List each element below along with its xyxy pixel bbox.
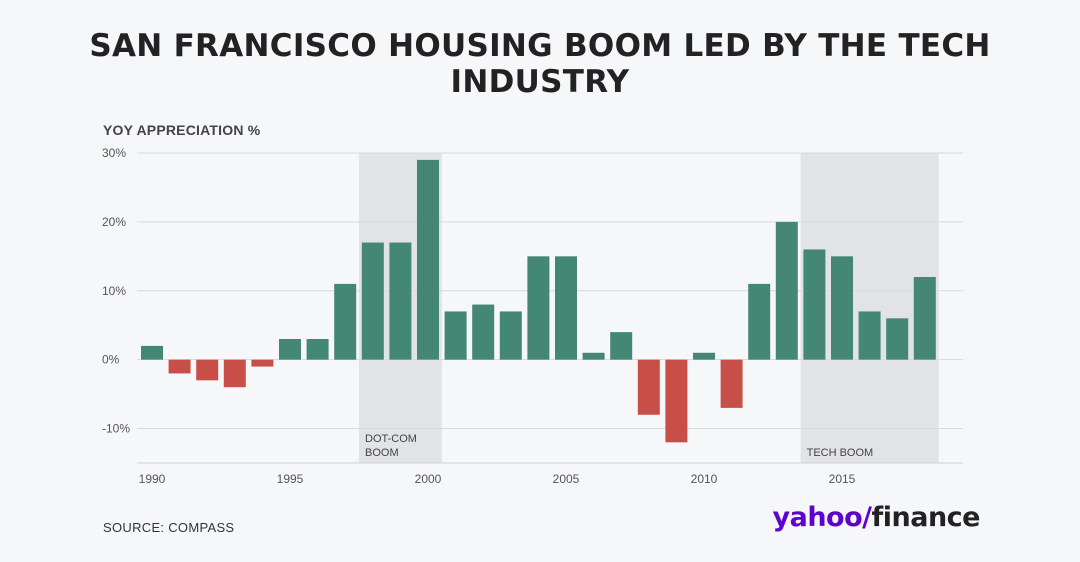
bar — [306, 339, 329, 360]
bar — [141, 345, 163, 360]
y-tick-label: 30% — [102, 146, 126, 160]
bar — [665, 359, 688, 443]
x-tick-label: 1990 — [139, 472, 166, 486]
y-tick-label: -10% — [102, 422, 130, 436]
y-axis-label: YOY APPRECIATION % — [103, 122, 261, 138]
bar — [196, 359, 219, 381]
bar — [251, 359, 274, 367]
bar — [886, 318, 909, 360]
annotation-label: TECH BOOM — [807, 447, 874, 459]
annotation-label: BOOM — [365, 447, 399, 459]
bar — [748, 283, 771, 360]
bar — [389, 242, 412, 360]
bar — [279, 339, 301, 360]
bar — [527, 256, 550, 360]
x-tick-label: 2015 — [829, 472, 856, 486]
x-tick-label: 2005 — [553, 472, 580, 486]
source-note: SOURCE: COMPASS — [103, 520, 235, 535]
bar — [637, 359, 660, 415]
bar — [444, 311, 467, 360]
bar — [555, 256, 577, 360]
bar — [610, 332, 633, 360]
logo-yahoo: yahoo — [772, 502, 863, 533]
bar — [775, 221, 798, 360]
bar — [361, 242, 384, 360]
bar — [720, 359, 743, 408]
logo-slash: / — [862, 502, 872, 533]
annotation-label: DOT-COM — [365, 433, 417, 445]
bar — [334, 283, 357, 360]
bar — [582, 352, 605, 360]
bar — [168, 359, 191, 374]
bar — [417, 159, 439, 360]
x-tick-label: 1995 — [277, 472, 304, 486]
bar — [913, 277, 936, 360]
y-tick-label: 10% — [102, 284, 126, 298]
y-tick-label: 0% — [102, 353, 120, 367]
yahoo-finance-logo: yahoo/finance — [773, 502, 981, 533]
bar — [223, 359, 246, 388]
x-tick-label: 2000 — [415, 472, 442, 486]
bar — [693, 352, 715, 360]
chart-title: SAN FRANCISCO HOUSING BOOM LED BY THE TE… — [89, 28, 991, 100]
bar — [472, 304, 495, 360]
bar — [803, 249, 826, 360]
bar — [499, 311, 522, 360]
bar — [858, 311, 881, 360]
logo-finance: finance — [871, 502, 981, 533]
y-tick-label: 20% — [102, 215, 126, 229]
bar — [831, 256, 853, 360]
x-tick-label: 2010 — [691, 472, 718, 486]
